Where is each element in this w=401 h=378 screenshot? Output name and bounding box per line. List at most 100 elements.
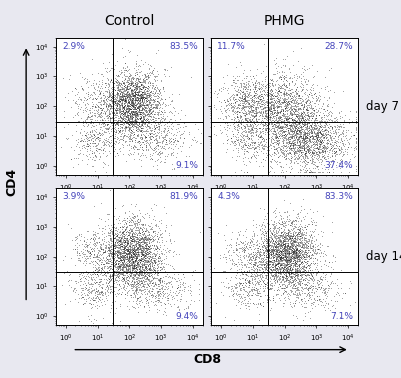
Point bbox=[109, 96, 116, 102]
Point bbox=[69, 246, 75, 252]
Point bbox=[288, 266, 294, 273]
Point bbox=[134, 74, 140, 81]
Point bbox=[158, 239, 165, 245]
Point bbox=[301, 256, 307, 262]
Point bbox=[280, 218, 287, 224]
Point bbox=[278, 276, 284, 282]
Point bbox=[164, 295, 171, 301]
Point bbox=[93, 279, 99, 285]
Point bbox=[167, 121, 174, 127]
Point bbox=[296, 258, 303, 264]
Point bbox=[284, 279, 290, 285]
Point bbox=[116, 82, 123, 88]
Point bbox=[130, 247, 136, 253]
Point bbox=[301, 132, 307, 138]
Point bbox=[269, 122, 275, 128]
Point bbox=[302, 237, 309, 243]
Point bbox=[277, 114, 284, 120]
Point bbox=[274, 257, 280, 263]
Point bbox=[128, 262, 135, 268]
Point bbox=[93, 239, 99, 245]
Point bbox=[96, 105, 103, 112]
Point bbox=[158, 257, 164, 263]
Point bbox=[281, 270, 287, 276]
Point bbox=[279, 265, 285, 271]
Point bbox=[259, 125, 265, 131]
Point bbox=[241, 242, 248, 248]
Point bbox=[316, 121, 323, 127]
Point bbox=[138, 236, 144, 242]
Point bbox=[125, 249, 132, 256]
Point bbox=[83, 273, 89, 279]
Point bbox=[136, 89, 142, 95]
Point bbox=[93, 145, 99, 151]
Point bbox=[140, 267, 147, 273]
Point bbox=[107, 94, 114, 100]
Point bbox=[277, 114, 284, 120]
Point bbox=[128, 106, 134, 112]
Point bbox=[144, 275, 150, 281]
Point bbox=[160, 113, 166, 119]
Point bbox=[293, 121, 299, 127]
Point bbox=[62, 253, 68, 259]
Point bbox=[265, 261, 272, 267]
Point bbox=[301, 124, 308, 130]
Point bbox=[282, 82, 288, 88]
Point bbox=[288, 244, 295, 250]
Point bbox=[299, 121, 306, 127]
Point bbox=[268, 269, 274, 275]
Point bbox=[286, 150, 292, 156]
Point bbox=[153, 92, 160, 98]
Point bbox=[279, 119, 286, 125]
Point bbox=[281, 250, 287, 256]
Point bbox=[155, 91, 162, 97]
Point bbox=[268, 283, 275, 289]
Point bbox=[109, 237, 116, 243]
Point bbox=[281, 235, 288, 241]
Point bbox=[297, 117, 303, 123]
Point bbox=[137, 82, 143, 88]
Point bbox=[128, 271, 134, 277]
Point bbox=[74, 244, 80, 250]
Point bbox=[243, 268, 249, 274]
Point bbox=[80, 138, 86, 144]
Point bbox=[303, 141, 309, 147]
Point bbox=[77, 237, 83, 243]
Point bbox=[150, 234, 156, 240]
Point bbox=[235, 117, 242, 123]
Point bbox=[275, 120, 281, 126]
Point bbox=[232, 87, 238, 93]
Point bbox=[124, 118, 130, 124]
Text: CD4: CD4 bbox=[6, 167, 18, 195]
Point bbox=[280, 111, 286, 117]
Point bbox=[307, 84, 314, 90]
Point bbox=[138, 79, 145, 85]
Point bbox=[128, 274, 134, 280]
Point bbox=[125, 106, 132, 112]
Point bbox=[251, 121, 258, 127]
Point bbox=[131, 247, 137, 253]
Point bbox=[105, 107, 112, 113]
Point bbox=[141, 274, 147, 280]
Point bbox=[122, 220, 128, 226]
Point bbox=[286, 122, 292, 128]
Point bbox=[100, 146, 106, 152]
Point bbox=[302, 245, 308, 251]
Point bbox=[311, 162, 317, 168]
Point bbox=[291, 80, 298, 86]
Point bbox=[119, 92, 125, 98]
Point bbox=[309, 144, 315, 150]
Point bbox=[152, 221, 159, 227]
Point bbox=[261, 228, 267, 234]
Point bbox=[136, 271, 143, 277]
Point bbox=[318, 290, 324, 296]
Point bbox=[154, 293, 161, 299]
Point bbox=[110, 256, 116, 262]
Point bbox=[276, 256, 283, 262]
Point bbox=[265, 271, 271, 277]
Point bbox=[335, 124, 341, 130]
Point bbox=[338, 130, 344, 136]
Point bbox=[139, 139, 146, 145]
Point bbox=[279, 229, 286, 235]
Point bbox=[311, 246, 317, 252]
